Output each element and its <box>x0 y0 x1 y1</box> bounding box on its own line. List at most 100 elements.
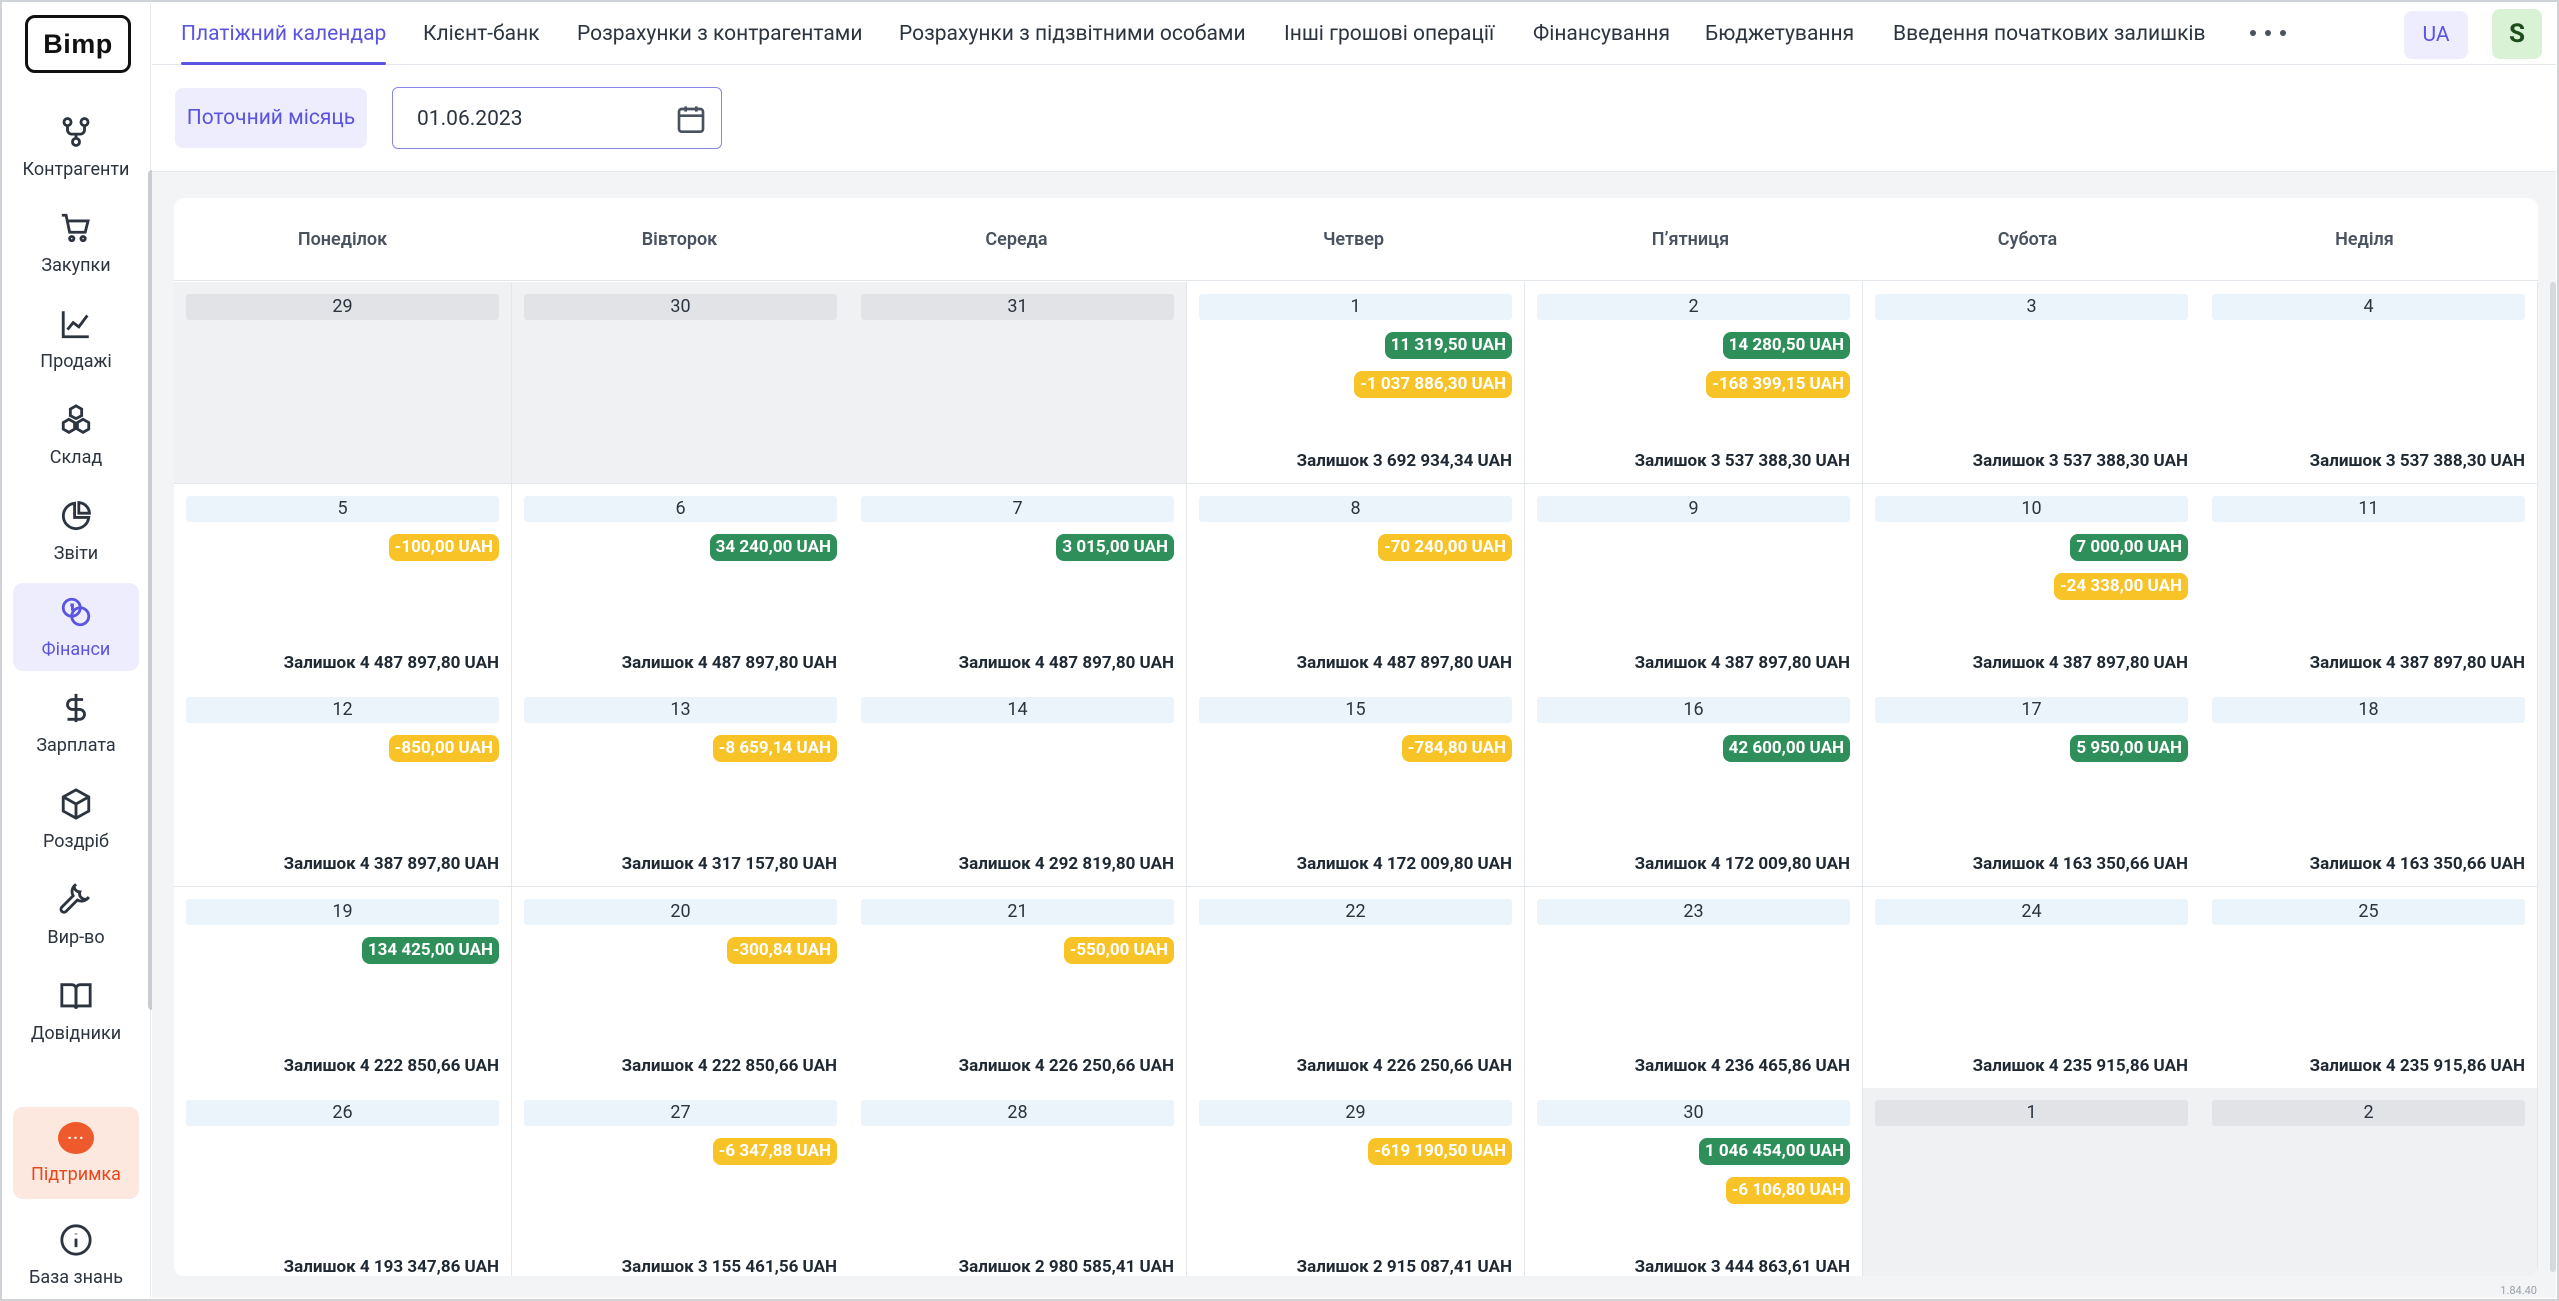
calendar-day-cell[interactable]: 15 -784,80 UAH Залишок 4 172 009,80 UAH <box>1187 685 1525 887</box>
calendar-day-cell[interactable]: 25 Залишок 4 235 915,86 UAH <box>2200 887 2538 1089</box>
expense-badge[interactable]: -1 037 886,30 UAH <box>1354 371 1512 398</box>
sidebar-item-finance[interactable]: Фінанси <box>13 583 139 671</box>
calendar-day-cell[interactable]: 22 Залишок 4 226 250,66 UAH <box>1187 887 1525 1089</box>
income-badge[interactable]: 11 319,50 UAH <box>1384 332 1512 359</box>
box-icon <box>61 787 91 820</box>
sidebar-item-sales[interactable]: Продажі <box>13 295 139 383</box>
calendar-day-cell[interactable]: 12 -850,00 UAH Залишок 4 387 897,80 UAH <box>174 685 512 887</box>
day-operations: 14 280,50 UAH -168 399,15 UAH <box>1706 332 1850 398</box>
sidebar-item-label: Склад <box>49 446 103 468</box>
sidebar-item-directories[interactable]: Довідники <box>13 967 139 1055</box>
expense-badge[interactable]: -619 190,50 UAH <box>1368 1138 1512 1165</box>
sidebar-item-reports[interactable]: Звіти <box>13 487 139 575</box>
calendar-day-cell[interactable]: 5 -100,00 UAH Залишок 4 487 897,80 UAH <box>174 484 512 686</box>
calendar-day-cell[interactable]: 30 1 046 454,00 UAH -6 106,80 UAH Залишок 3… <box>1525 1088 1863 1276</box>
expense-badge[interactable]: -6 347,88 UAH <box>712 1138 837 1165</box>
calendar-day-cell[interactable]: 18 Залишок 4 163 350,66 UAH <box>2200 685 2538 887</box>
sidebar-item-label: Довідники <box>30 1022 122 1044</box>
calendar-day-cell[interactable]: 13 -8 659,14 UAH Залишок 4 317 157,80 UAH <box>512 685 850 887</box>
calendar-day-cell[interactable]: 1 11 319,50 UAH -1 037 886,30 UAH Залишок 3… <box>1187 282 1525 484</box>
calendar-day-cell[interactable]: 1 <box>1863 1088 2201 1276</box>
tab-other-cash-operations[interactable]: Інші грошові операції <box>1284 22 1495 46</box>
calendar-day-cell[interactable]: 30 <box>512 282 850 484</box>
tab-financing[interactable]: Фінансування <box>1533 22 1671 46</box>
calendar-day-cell[interactable]: 9 Залишок 4 387 897,80 UAH <box>1525 484 1863 686</box>
calendar-day-cell[interactable]: 17 5 950,00 UAH Залишок 4 163 350,66 UAH <box>1863 685 2201 887</box>
calendar-day-cell[interactable]: 8 -70 240,00 UAH Залишок 4 487 897,80 UAH <box>1187 484 1525 686</box>
expense-badge[interactable]: -24 338,00 UAH <box>2053 573 2188 600</box>
calendar-day-cell[interactable]: 10 7 000,00 UAH -24 338,00 UAH Залишок 4 38… <box>1863 484 2201 686</box>
tab-client-bank[interactable]: Клієнт-банк <box>423 22 540 46</box>
income-badge[interactable]: 5 950,00 UAH <box>2070 735 2188 762</box>
income-badge[interactable]: 34 240,00 UAH <box>709 534 837 561</box>
calendar-day-cell[interactable]: 27 -6 347,88 UAH Залишок 3 155 461,56 UAH <box>512 1088 850 1276</box>
calendar-day-cell[interactable]: 6 34 240,00 UAH Залишок 4 487 897,80 UAH <box>512 484 850 686</box>
weekday-header: Понеділок Вівторок Середа Четвер П’ятниц… <box>174 198 2538 281</box>
sidebar-item-retail[interactable]: Роздріб <box>13 775 139 863</box>
calendar-day-cell[interactable]: 14 Залишок 4 292 819,80 UAH <box>849 685 1187 887</box>
expense-badge[interactable]: -8 659,14 UAH <box>712 735 837 762</box>
income-badge[interactable]: 42 600,00 UAH <box>1722 735 1850 762</box>
knowledge-base-label: База знань <box>29 1266 123 1288</box>
calendar-day-cell[interactable]: 7 3 015,00 UAH Залишок 4 487 897,80 UAH <box>849 484 1187 686</box>
knowledge-base-button[interactable]: База знань <box>13 1213 139 1297</box>
sidebar-item-production[interactable]: Вир-во <box>13 871 139 959</box>
support-button[interactable]: ··· Підтримка <box>13 1107 139 1199</box>
calendar-day-cell[interactable]: 29 -619 190,50 UAH Залишок 2 915 087,41 UA… <box>1187 1088 1525 1276</box>
expense-badge[interactable]: -784,80 UAH <box>1401 735 1512 762</box>
calendar-day-cell[interactable]: 2 14 280,50 UAH -168 399,15 UAH Залишок 3 5… <box>1525 282 1863 484</box>
income-badge[interactable]: 134 425,00 UAH <box>361 937 499 964</box>
day-operations: 3 015,00 UAH <box>1056 534 1174 561</box>
calendar-day-cell[interactable]: 19 134 425,00 UAH Залишок 4 222 850,66 UAH <box>174 887 512 1089</box>
tab-initial-balances[interactable]: Введення початкових залишків <box>1893 22 2206 46</box>
income-badge[interactable]: 7 000,00 UAH <box>2070 534 2188 561</box>
info-icon <box>60 1223 92 1256</box>
tab-payment-calendar[interactable]: Платіжний календар <box>181 3 387 65</box>
income-badge[interactable]: 14 280,50 UAH <box>1722 332 1850 359</box>
more-tabs-icon[interactable] <box>2250 21 2286 45</box>
expense-badge[interactable]: -70 240,00 UAH <box>1377 534 1512 561</box>
bimp-logo[interactable]: Bimp <box>25 15 131 73</box>
sidebar-item-warehouse[interactable]: Склад <box>13 391 139 479</box>
expense-badge[interactable]: -550,00 UAH <box>1063 937 1174 964</box>
day-number: 17 <box>1875 697 2188 723</box>
expense-badge[interactable]: -850,00 UAH <box>388 735 499 762</box>
calendar-day-cell[interactable]: 21 -550,00 UAH Залишок 4 226 250,66 UAH <box>849 887 1187 1089</box>
expense-badge[interactable]: -6 106,80 UAH <box>1725 1177 1850 1204</box>
calendar-icon[interactable] <box>675 103 707 135</box>
language-button[interactable]: UA <box>2404 11 2468 59</box>
tab-accountable-settlements[interactable]: Розрахунки з підзвітними особами <box>899 22 1246 46</box>
tab-budgeting[interactable]: Бюджетування <box>1705 22 1855 46</box>
day-number: 1 <box>1199 294 1512 320</box>
calendar-day-cell[interactable]: 11 Залишок 4 387 897,80 UAH <box>2200 484 2538 686</box>
day-balance: Залишок 4 226 250,66 UAH <box>1296 1056 1512 1076</box>
calendar-scrollbar[interactable] <box>2550 282 2556 1272</box>
expense-badge[interactable]: -100,00 UAH <box>388 534 499 561</box>
day-balance: Залишок 4 236 465,86 UAH <box>1634 1056 1850 1076</box>
calendar-day-cell[interactable]: 3 Залишок 3 537 388,30 UAH <box>1863 282 2201 484</box>
expense-badge[interactable]: -168 399,15 UAH <box>1706 371 1850 398</box>
calendar-day-cell[interactable]: 4 Залишок 3 537 388,30 UAH <box>2200 282 2538 484</box>
calendar-day-cell[interactable]: 24 Залишок 4 235 915,86 UAH <box>1863 887 2201 1089</box>
calendar-day-cell[interactable]: 29 <box>174 282 512 484</box>
calendar-day-cell[interactable]: 26 Залишок 4 193 347,86 UAH <box>174 1088 512 1276</box>
calendar-day-cell[interactable]: 20 -300,84 UAH Залишок 4 222 850,66 UAH <box>512 887 850 1089</box>
calendar-day-cell[interactable]: 28 Залишок 2 980 585,41 UAH <box>849 1088 1187 1276</box>
date-field[interactable]: 01.06.2023 <box>392 87 722 149</box>
sidebar-item-purchases[interactable]: Закупки <box>13 199 139 287</box>
expense-badge[interactable]: -300,84 UAH <box>726 937 837 964</box>
calendar-day-cell[interactable]: 2 <box>2200 1088 2538 1276</box>
income-badge[interactable]: 1 046 454,00 UAH <box>1698 1138 1850 1165</box>
sidebar-item-counterparties[interactable]: Контрагенти <box>13 103 139 191</box>
calendar-day-cell[interactable]: 31 <box>849 282 1187 484</box>
current-month-button[interactable]: Поточний місяць <box>175 88 367 148</box>
sidebar-item-salary[interactable]: Зарплата <box>13 679 139 767</box>
income-badge[interactable]: 3 015,00 UAH <box>1056 534 1174 561</box>
avatar[interactable]: S <box>2492 9 2542 59</box>
day-number: 25 <box>2212 899 2525 925</box>
weekday-label: Субота <box>1997 229 2058 250</box>
calendar-day-cell[interactable]: 23 Залишок 4 236 465,86 UAH <box>1525 887 1863 1089</box>
day-balance: Залишок 4 387 897,80 UAH <box>1972 653 2188 673</box>
tab-counterparty-settlements[interactable]: Розрахунки з контрагентами <box>577 22 863 46</box>
calendar-day-cell[interactable]: 16 42 600,00 UAH Залишок 4 172 009,80 UAH <box>1525 685 1863 887</box>
